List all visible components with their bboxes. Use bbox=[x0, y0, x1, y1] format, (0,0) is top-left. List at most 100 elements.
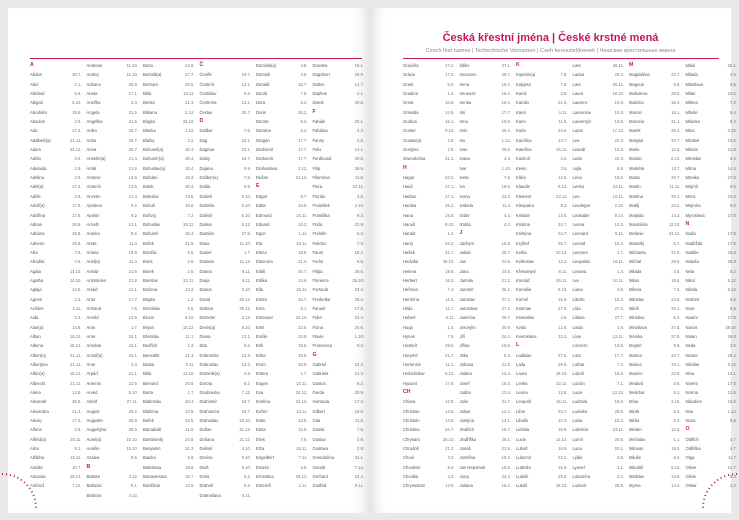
name-entry: Mína 3.10. bbox=[629, 397, 686, 406]
name: Augustýna bbox=[86, 427, 107, 433]
name: Erik bbox=[256, 343, 264, 349]
name: Dora bbox=[256, 100, 266, 106]
name-day-date: 16.1. bbox=[354, 63, 364, 68]
name: Erika bbox=[256, 352, 266, 358]
name: Dobromila bbox=[199, 352, 219, 358]
name: Áron bbox=[86, 362, 96, 367]
name-entry: Blahoslav 20.4. bbox=[143, 397, 200, 406]
name: Leodegar bbox=[572, 203, 591, 209]
name: Ireneusz bbox=[459, 91, 476, 97]
name-entry: Fortunát 23.4. bbox=[313, 285, 370, 294]
name-day-date: 12.5. bbox=[185, 418, 195, 424]
name-day-date: 4.3. bbox=[447, 455, 455, 461]
name-entry: Grant 6.9. bbox=[403, 80, 460, 89]
name: Mstislav bbox=[629, 474, 645, 480]
name-entry: Kryštof 25.7. bbox=[516, 239, 573, 248]
name-day-date: 26.3. bbox=[614, 72, 624, 78]
name-day-date: 25.1. bbox=[671, 305, 681, 311]
name-day-date: 3.10. bbox=[727, 128, 737, 134]
name-entry: Alexandr 30.8. bbox=[30, 397, 87, 406]
name-day-date: 5.6. bbox=[187, 305, 195, 311]
name-entry: Leodegar 2.10. bbox=[573, 201, 630, 210]
name: Jeroným bbox=[459, 324, 476, 330]
name-entry: Astrid 27.11. bbox=[87, 397, 144, 406]
name: Lucie bbox=[572, 390, 583, 396]
name: Hana bbox=[403, 212, 414, 218]
name-day-date: 12.2. bbox=[558, 259, 568, 265]
name-day-date: 25.7. bbox=[558, 240, 568, 246]
name-day-date: 26.5. bbox=[354, 268, 364, 274]
name: Drahoslava bbox=[256, 165, 278, 171]
name-day-date: 15.11. bbox=[556, 399, 568, 405]
name-day-date: 7.12. bbox=[241, 390, 251, 396]
name-day-date: 24.7. bbox=[445, 427, 455, 433]
name-day-date: 16.7. bbox=[298, 296, 308, 302]
name-entry: Milada 4.5. bbox=[686, 70, 739, 79]
name-day-date: 21.9. bbox=[501, 446, 511, 452]
name-day-date: 24.1. bbox=[128, 333, 138, 339]
name-day-date: 25.11. bbox=[556, 147, 568, 153]
name: Nora bbox=[685, 305, 695, 311]
name: Marina bbox=[629, 352, 642, 358]
name: Albertýna bbox=[30, 362, 48, 367]
name-entry: Béla 19.11. bbox=[143, 89, 200, 98]
name: Frida bbox=[312, 221, 323, 227]
name-entry: Ivar 1.10. bbox=[460, 164, 517, 173]
name-day-date: 6.2. bbox=[244, 380, 251, 386]
name-day-date: 23.11. bbox=[612, 427, 624, 433]
letter-heading: G bbox=[313, 351, 370, 360]
name-entry: Brigita 1.2. bbox=[143, 295, 200, 304]
name-day-date: 21.9. bbox=[671, 249, 681, 255]
name-day-date: 18.5. bbox=[298, 352, 308, 358]
name-day-date: 20.5. bbox=[614, 436, 624, 442]
name-entry: Jan 24.6. bbox=[460, 257, 517, 266]
name-entry: Leopold 15.11. bbox=[516, 397, 573, 406]
name-day-date: 16.9. bbox=[614, 399, 624, 405]
name: Daniel bbox=[199, 249, 212, 255]
name-day-date: 17.1. bbox=[128, 91, 138, 97]
name-entry: Adrian 26.8. bbox=[30, 220, 87, 229]
name: Arne bbox=[86, 333, 96, 339]
name-entry: Hubert 3.11. bbox=[403, 313, 460, 322]
name: Gradina bbox=[403, 91, 418, 97]
name-day-date: 22.2. bbox=[558, 455, 568, 461]
name-day-date: 21.8. bbox=[128, 277, 138, 283]
name-day-date: 14.5. bbox=[72, 287, 82, 293]
name-entry: Abrahám 16.8. bbox=[30, 108, 87, 117]
name-day-date: 10.8. bbox=[614, 343, 624, 349]
name: Lubomír bbox=[516, 455, 532, 461]
name-day-date: 18.9. bbox=[128, 249, 138, 255]
name: Bianka bbox=[143, 455, 156, 461]
name: Ildiko bbox=[459, 63, 470, 68]
name-day-date: 16.5. bbox=[501, 464, 511, 470]
name: Mikal bbox=[685, 63, 696, 68]
name-day-date: 28.1. bbox=[501, 436, 511, 442]
name: Fabián bbox=[312, 119, 326, 125]
name: Fidel bbox=[312, 315, 322, 321]
name-day-date: 5.3. bbox=[504, 352, 511, 358]
name-entry: Marie 12.9. bbox=[629, 145, 686, 154]
name: Angelika bbox=[86, 119, 103, 125]
name-day-date: 27.9. bbox=[558, 305, 568, 311]
name: Adél(a) bbox=[30, 184, 44, 190]
name-day-date: 8.12. bbox=[558, 184, 568, 190]
name: Flavie bbox=[312, 333, 324, 339]
name: Marta bbox=[629, 175, 640, 181]
letter-label: L bbox=[516, 342, 520, 349]
name: Agáta bbox=[30, 268, 41, 274]
name-entry: Markéta 13.7. bbox=[629, 164, 686, 173]
name-entry: Innocenc 28.7. bbox=[460, 70, 517, 79]
name-entry: Drahoslav 22.10. bbox=[200, 416, 257, 425]
name-entry: Gradina 1.4. bbox=[403, 89, 460, 98]
name-day-date: 24.7. bbox=[558, 221, 568, 227]
name-day-date: 9.10. bbox=[241, 464, 251, 470]
name-day-date: 13.11. bbox=[296, 380, 308, 386]
name-day-date: 24.7. bbox=[558, 231, 568, 237]
name-day-date: 24.6. bbox=[558, 128, 568, 134]
name-entry: August 29.2. bbox=[87, 407, 144, 416]
name-entry: Irvin 25.4. bbox=[460, 126, 517, 135]
name-day-date: 24.1. bbox=[128, 352, 138, 358]
name-entry: Bohumil(a) 30.4. bbox=[143, 145, 200, 154]
name-entry: Konrád 26.11. bbox=[516, 276, 573, 285]
name: Martin bbox=[629, 184, 641, 190]
